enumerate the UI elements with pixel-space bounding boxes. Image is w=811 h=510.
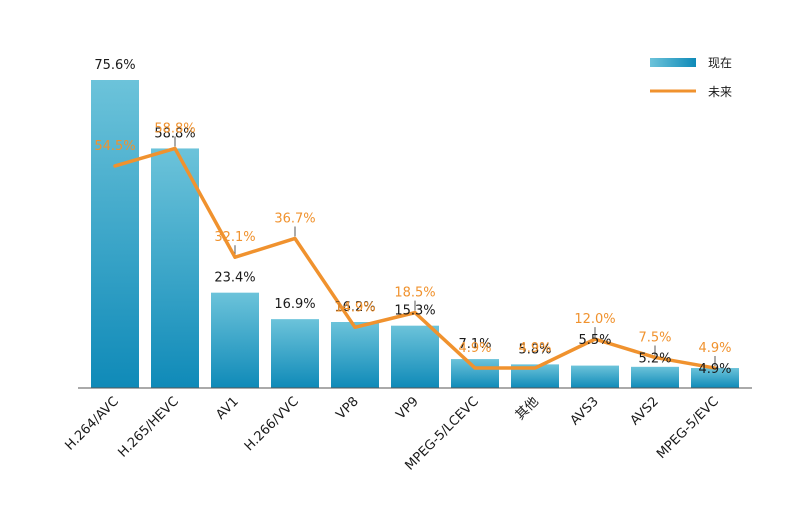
bar-7 (451, 359, 499, 388)
line-value-label-9: 12.0% (574, 312, 615, 327)
bar-labels-layer: 75.6% 58.8% 23.4% 16.9% 16.2% 15.3% 7.1% 5.8% 5.… (94, 58, 731, 377)
x-tick-label-8: 其他 (513, 394, 542, 423)
future-series-line (113, 146, 717, 370)
bar-value-label-7: 7.1% (458, 337, 491, 352)
bar-value-label-11: 4.9% (698, 362, 731, 377)
line-value-label-1: 54.5% (94, 139, 135, 154)
bar-value-label-3: 23.4% (214, 271, 255, 286)
x-tick-label-4: H.266/VVC (242, 394, 302, 454)
legend: 现在 未来 (650, 56, 732, 99)
legend-line-label: 未来 (708, 85, 732, 99)
line-value-label-10: 7.5% (638, 330, 671, 345)
leader-lines-layer (174, 136, 716, 367)
x-tick-label-2: H.265/HEVC (115, 394, 181, 460)
bar-value-label-9: 5.5% (578, 333, 611, 348)
future-line-layer (113, 146, 717, 370)
line-value-label-6: 18.5% (394, 286, 435, 301)
bar-1 (91, 80, 139, 388)
x-tick-label-10: AVS2 (628, 394, 662, 428)
bar-11 (691, 368, 739, 388)
bar-value-label-1: 75.6% (94, 58, 135, 73)
line-value-label-3: 32.1% (214, 230, 255, 245)
line-value-label-7: 4.9% (458, 341, 491, 356)
bar-value-label-8: 5.8% (518, 342, 551, 357)
line-labels-layer: 54.5% 58.8% 32.1% 36.7% 14.9% 18.5% 4.9% 4.9% 12… (94, 121, 731, 356)
line-value-label-4: 36.7% (274, 211, 315, 226)
legend-bar-label: 现在 (708, 56, 732, 70)
line-value-label-5: 14.9% (334, 300, 375, 315)
bar-value-label-2: 58.8% (154, 126, 195, 141)
x-tick-label-9: AVS3 (568, 394, 602, 428)
bar-5 (331, 322, 379, 388)
bars-layer (91, 80, 739, 388)
line-value-label-11: 4.9% (698, 341, 731, 356)
line-value-label-8: 4.9% (518, 341, 551, 356)
bar-value-label-10: 5.2% (638, 351, 671, 366)
bar-8 (511, 364, 559, 388)
bar-10 (631, 366, 679, 388)
x-tick-label-1: H.264/AVC (62, 394, 121, 453)
bar-6 (391, 325, 439, 388)
bar-value-label-6: 15.3% (394, 304, 435, 319)
x-tick-label-6: VP9 (394, 394, 422, 422)
bar-3 (211, 292, 259, 388)
bar-9 (571, 365, 619, 388)
line-value-label-2: 58.8% (154, 121, 195, 136)
x-tick-label-5: VP8 (334, 394, 362, 422)
legend-bar-swatch (650, 58, 696, 67)
x-tick-label-3: AV1 (213, 394, 241, 422)
bar-value-label-5: 16.2% (334, 300, 375, 315)
bar-4 (271, 319, 319, 388)
x-tick-label-11: MPEG-5/EVC (654, 394, 722, 462)
bar-value-label-4: 16.9% (274, 297, 315, 312)
bar-2 (151, 148, 199, 388)
